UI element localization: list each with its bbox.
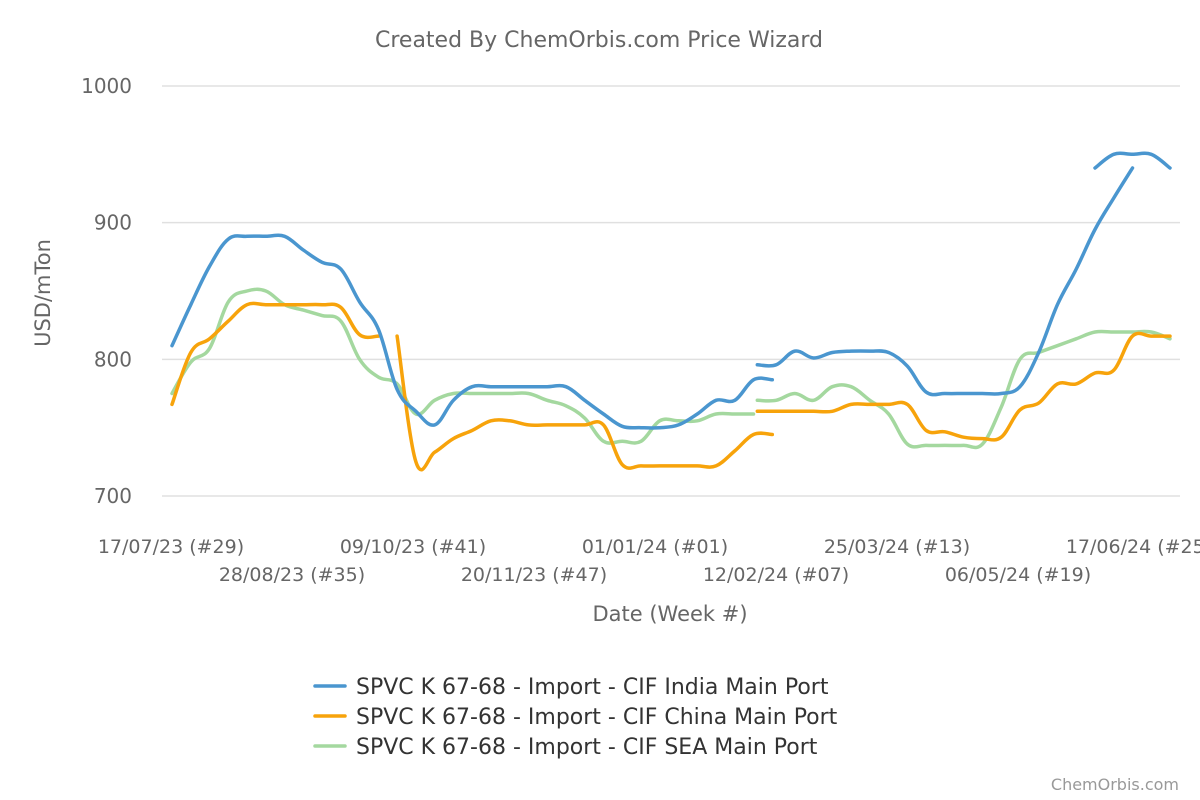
- series-lines: [170, 151, 1172, 472]
- x-tick-label-8: 17/06/24 (#25): [1066, 536, 1200, 558]
- x-axis-ticks: 17/07/23 (#29) 28/08/23 (#35) 09/10/23 (#4…: [98, 536, 1200, 586]
- series-2-segment-0: [170, 287, 756, 445]
- x-tick-label-7: 06/05/24 (#19): [945, 564, 1091, 586]
- x-tick-label-6: 25/03/24 (#13): [824, 536, 970, 558]
- y-tick-label-1000: 1000: [81, 74, 132, 98]
- x-tick-label-4: 01/01/24 (#01): [582, 536, 728, 558]
- credit-label[interactable]: ChemOrbis.com: [1051, 775, 1179, 794]
- x-tick-label-0: 17/07/23 (#29): [98, 536, 244, 558]
- legend-label-0: SPVC K 67-68 - Import - CIF India Main P…: [356, 675, 829, 700]
- legend-label-1: SPVC K 67-68 - Import - CIF China Main P…: [356, 705, 838, 730]
- series-1-segment-2: [755, 331, 1172, 442]
- series-0-segment-2: [1093, 151, 1172, 170]
- legend-item-1[interactable]: SPVC K 67-68 - Import - CIF China Main P…: [313, 705, 838, 730]
- series-0-segment-0: [170, 233, 775, 430]
- series-0-segment-1: [755, 166, 1135, 397]
- x-axis-title: Date (Week #): [592, 602, 747, 626]
- series-2-segment-1: [755, 329, 1172, 450]
- series-0: [170, 151, 1172, 430]
- x-tick-label-3: 20/11/23 (#47): [461, 564, 607, 586]
- y-gridlines: [162, 85, 1180, 497]
- chart-title: Created By ChemOrbis.com Price Wizard: [375, 28, 823, 53]
- legend-item-2[interactable]: SPVC K 67-68 - Import - CIF SEA Main Por…: [313, 735, 818, 760]
- y-tick-label-800: 800: [94, 347, 132, 371]
- x-tick-label-1: 28/08/23 (#35): [219, 564, 365, 586]
- legend-item-0[interactable]: SPVC K 67-68 - Import - CIF India Main P…: [313, 675, 829, 700]
- series-1-segment-0: [170, 301, 381, 407]
- y-tick-label-900: 900: [94, 211, 132, 235]
- legend: SPVC K 67-68 - Import - CIF India Main P…: [313, 675, 838, 760]
- legend-label-2: SPVC K 67-68 - Import - CIF SEA Main Por…: [356, 735, 818, 760]
- y-tick-label-700: 700: [94, 484, 132, 508]
- y-axis-title: USD/mTon: [31, 239, 55, 347]
- y-axis-ticks: 700 800 900 1000: [81, 74, 132, 508]
- x-tick-label-2: 09/10/23 (#41): [340, 536, 486, 558]
- series-2: [170, 287, 1172, 450]
- x-tick-label-5: 12/02/24 (#07): [703, 564, 849, 586]
- series-1: [170, 301, 1172, 472]
- series-1-segment-1: [395, 334, 775, 472]
